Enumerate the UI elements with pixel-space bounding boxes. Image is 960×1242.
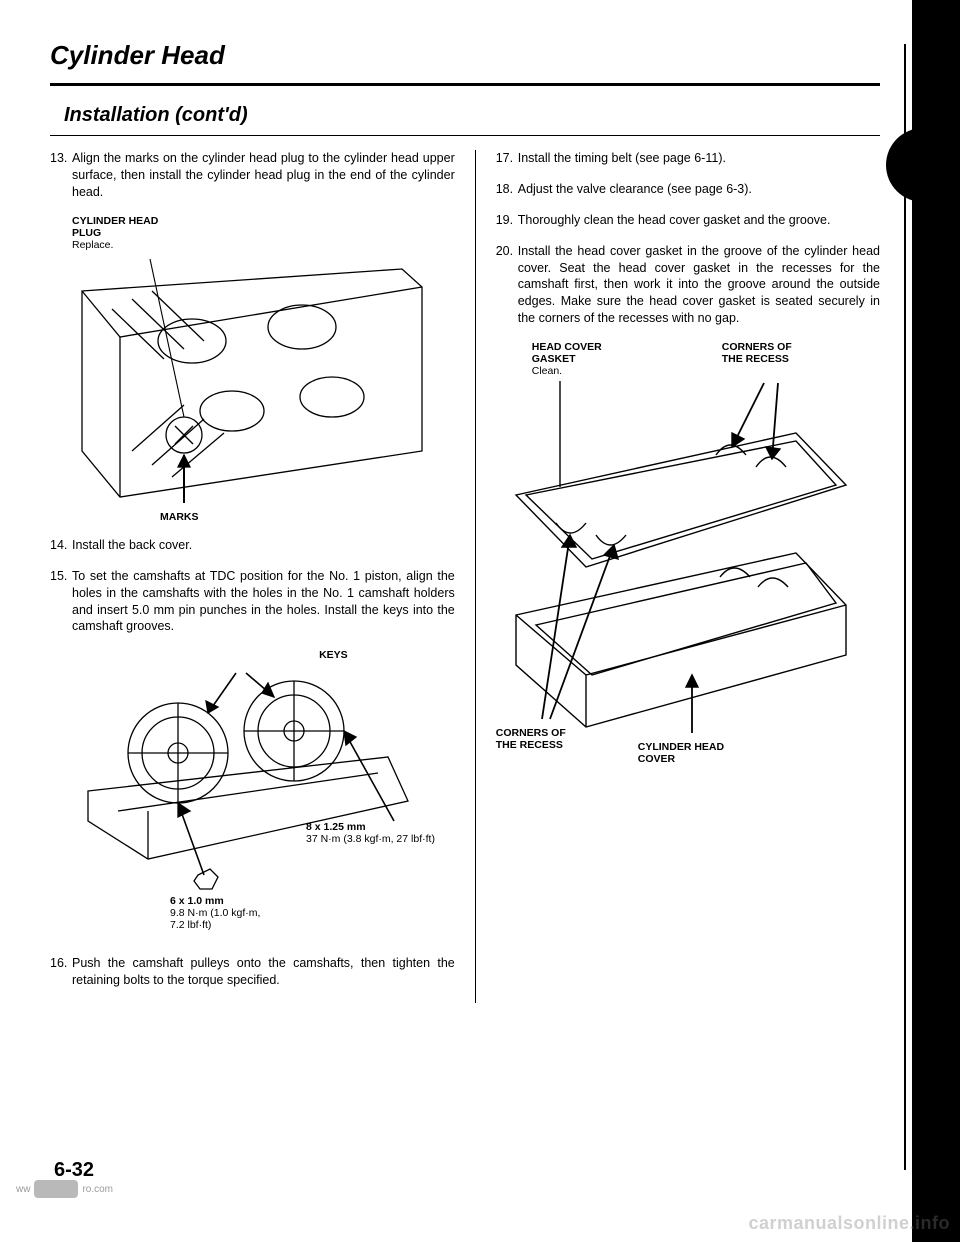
step-number: 16.	[50, 955, 72, 989]
page-edge-rule	[904, 44, 906, 1170]
step-16: 16. Push the camshaft pulleys onto the c…	[50, 955, 455, 989]
step-number: 15.	[50, 568, 72, 636]
step-17: 17. Install the timing belt (see page 6-…	[496, 150, 880, 167]
fig3-l2b: THE RECESS	[722, 353, 789, 365]
fig3-l1a: HEAD COVER	[532, 341, 602, 353]
fig2-bolt1-line1: 8 x 1.25 mm	[306, 821, 366, 833]
fig1-label-line2: PLUG	[72, 227, 101, 239]
figure-cylinder-head-plug: CYLINDER HEAD PLUG Replace.	[72, 215, 455, 523]
step-15: 15. To set the camshafts at TDC position…	[50, 568, 455, 636]
left-column: 13. Align the marks on the cylinder head…	[50, 150, 455, 1003]
fig3-svg	[496, 375, 866, 755]
step-number: 13.	[50, 150, 72, 201]
step-number: 18.	[496, 181, 518, 198]
fig3-l4a: CYLINDER HEAD	[638, 741, 724, 753]
watermark-left: wwro.com	[16, 1180, 113, 1198]
page-title: Cylinder Head	[50, 40, 880, 71]
step-text: Install the timing belt (see page 6-11).	[518, 150, 880, 167]
step-19: 19. Thoroughly clean the head cover gask…	[496, 212, 880, 229]
step-18: 18. Adjust the valve clearance (see page…	[496, 181, 880, 198]
step-number: 19.	[496, 212, 518, 229]
fig3-l3a: CORNERS OF	[496, 727, 566, 739]
fig3-label-gasket: HEAD COVER GASKET Clean.	[532, 341, 602, 377]
step-13: 13. Align the marks on the cylinder head…	[50, 150, 455, 201]
fig1-label-marks: MARKS	[160, 511, 455, 523]
two-column-layout: 13. Align the marks on the cylinder head…	[50, 150, 880, 1003]
step-number: 17.	[496, 150, 518, 167]
fig1-svg	[72, 251, 432, 521]
fig3-label-corners-top: CORNERS OF THE RECESS	[722, 341, 792, 365]
fig2-bolt2-line1: 6 x 1.0 mm	[170, 895, 224, 907]
figure-camshaft-keys: KEYS	[58, 649, 455, 911]
fig2-bolt1-line2: 37 N·m (3.8 kgf·m, 27 lbf·ft)	[306, 833, 435, 845]
section-title: Installation (cont'd)	[64, 104, 880, 127]
fig3-l1b: GASKET	[532, 353, 576, 365]
fig1-label-plug: CYLINDER HEAD PLUG Replace.	[72, 215, 455, 251]
watermark-blot-icon	[34, 1180, 78, 1198]
step-text: Thoroughly clean the head cover gasket a…	[518, 212, 880, 229]
step-number: 20.	[496, 243, 518, 327]
fig2-svg	[58, 661, 438, 911]
step-text: Install the back cover.	[72, 537, 455, 554]
step-text: Adjust the valve clearance (see page 6-3…	[518, 181, 880, 198]
fig3-label-corners-bottom: CORNERS OF THE RECESS	[496, 727, 566, 751]
fig2-label-keys: KEYS	[212, 649, 455, 661]
fig2-bolt1: 8 x 1.25 mm 37 N·m (3.8 kgf·m, 27 lbf·ft…	[306, 821, 435, 845]
step-number: 14.	[50, 537, 72, 554]
step-14: 14. Install the back cover.	[50, 537, 455, 554]
fig1-label-line3: Replace.	[72, 239, 113, 251]
figure-head-cover: HEAD COVER GASKET Clean. CORNERS OF THE …	[496, 341, 880, 771]
binding-tab	[886, 128, 960, 202]
step-text: Align the marks on the cylinder head plu…	[72, 150, 455, 201]
fig2-bolt2-line2: 9.8 N·m (1.0 kgf·m,	[170, 907, 260, 919]
fig3-l4b: COVER	[638, 753, 675, 765]
watermark-right: carmanualsonline.info	[748, 1213, 950, 1234]
fig3-l2a: CORNERS OF	[722, 341, 792, 353]
fig3-l3b: THE RECESS	[496, 739, 563, 751]
page-number: 6-32	[54, 1159, 94, 1182]
step-text: To set the camshafts at TDC position for…	[72, 568, 455, 636]
binding-strip	[912, 0, 960, 1242]
step-text: Install the head cover gasket in the gro…	[518, 243, 880, 327]
step-text: Push the camshaft pulleys onto the camsh…	[72, 955, 455, 989]
fig2-bolt2: 6 x 1.0 mm 9.8 N·m (1.0 kgf·m, 7.2 lbf·f…	[170, 895, 260, 931]
fig3-label-cover: CYLINDER HEAD COVER	[638, 741, 724, 765]
fig2-bolt2-line3: 7.2 lbf·ft)	[170, 919, 211, 931]
watermark-left-text: ro.com	[82, 1184, 113, 1195]
right-column: 17. Install the timing belt (see page 6-…	[475, 150, 880, 1003]
rule-thick	[50, 83, 880, 86]
step-20: 20. Install the head cover gasket in the…	[496, 243, 880, 327]
fig1-label-line1: CYLINDER HEAD	[72, 215, 158, 227]
page-body: Cylinder Head Installation (cont'd) 13. …	[50, 40, 880, 1180]
rule-thin	[50, 135, 880, 136]
